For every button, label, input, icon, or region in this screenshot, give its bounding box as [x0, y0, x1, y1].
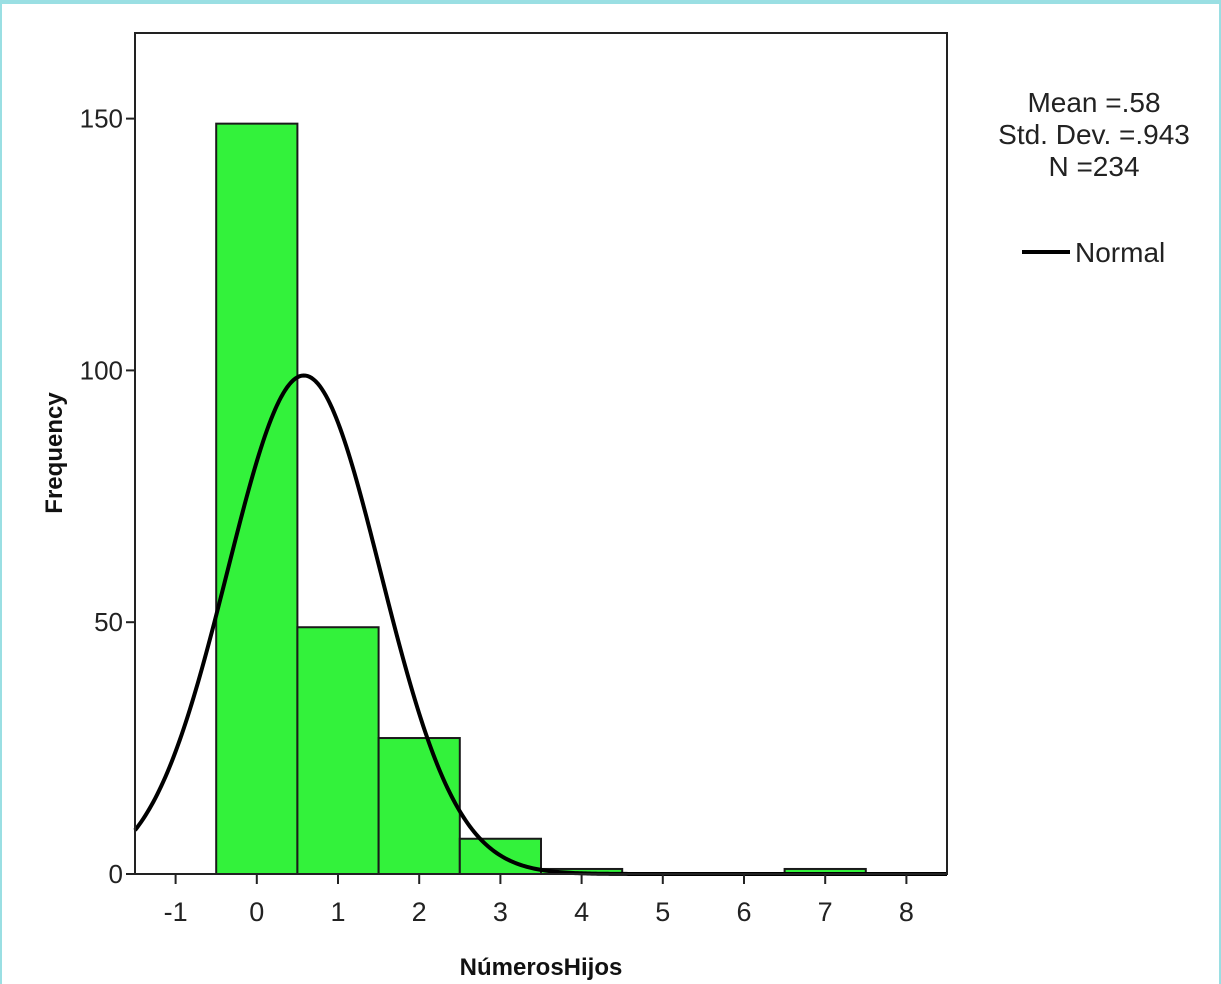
stat-n: N =234 [1048, 151, 1139, 182]
y-axis: 0 50 100 150 [80, 104, 135, 889]
legend-label: Normal [1075, 237, 1165, 268]
histogram-bar-2 [377, 737, 461, 876]
plot-frame [134, 32, 948, 875]
histogram-bar-0 [215, 122, 299, 875]
x-tick-label: 1 [330, 897, 345, 927]
x-tick-label: 2 [412, 897, 427, 927]
x-tick-label: -1 [164, 897, 188, 927]
x-tick-label: 0 [249, 897, 264, 927]
y-tick-label: 150 [80, 104, 123, 134]
x-tick-label: 4 [574, 897, 589, 927]
y-tick-label: 0 [109, 859, 123, 889]
x-tick-label: 7 [818, 897, 833, 927]
y-tick-label: 50 [94, 607, 123, 637]
stat-mean: Mean =.58 [1027, 87, 1160, 118]
x-tick-label: 6 [736, 897, 751, 927]
y-axis-title: Frequency [41, 392, 68, 514]
x-axis-title: NúmerosHijos [460, 954, 623, 981]
x-tick-label: 3 [493, 897, 508, 927]
x-axis: -1 0 1 2 3 4 5 6 7 8 [164, 874, 914, 927]
x-tick-label: 8 [899, 897, 914, 927]
x-tick-label: 5 [655, 897, 670, 927]
histogram-bar-1 [296, 626, 380, 875]
stat-std-dev: Std. Dev. =.943 [998, 119, 1190, 150]
y-tick-label: 100 [80, 355, 123, 385]
